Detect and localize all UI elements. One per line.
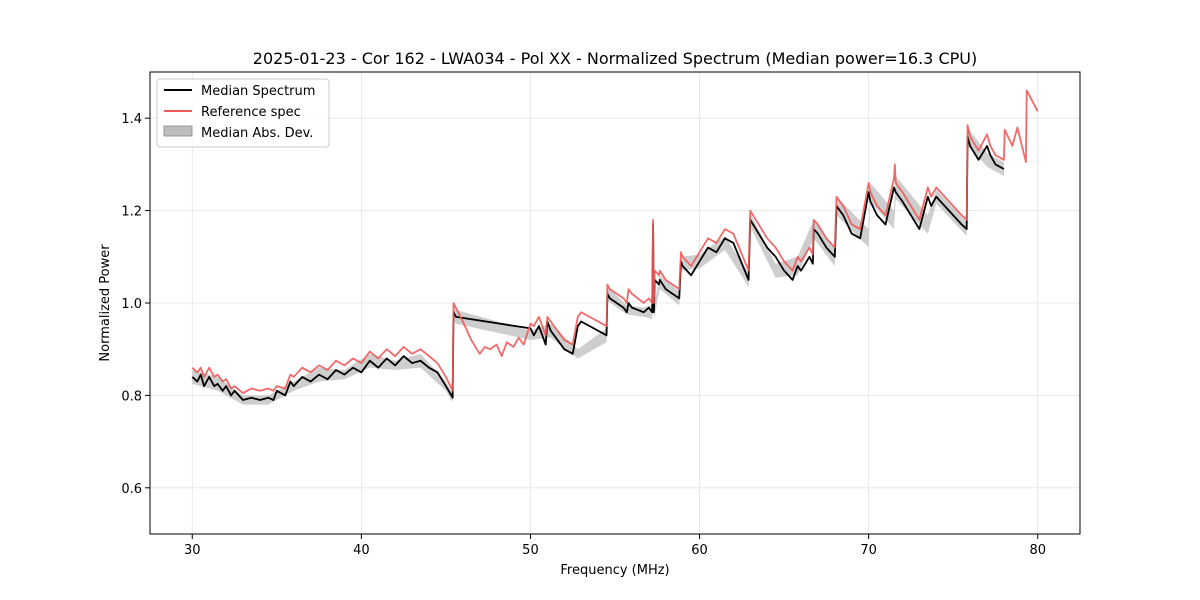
x-tick-label: 40 [353,543,370,558]
y-tick-label: 0.8 [121,389,142,404]
x-tick-label: 60 [691,543,708,558]
y-axis-ticks: 0.6 0.8 1.0 1.2 1.4 [121,112,150,497]
y-tick-label: 1.4 [121,112,142,127]
mad-band-layer [192,127,1004,405]
x-tick-label: 80 [1029,543,1046,558]
legend-swatch-mad [163,125,193,137]
x-tick-label: 50 [522,543,539,558]
x-axis-ticks: 30 40 50 60 70 80 [184,534,1046,558]
legend: Median Spectrum Reference spec Median Ab… [156,78,330,148]
y-tick-label: 1.2 [121,205,142,220]
legend-label-median: Median Spectrum [201,84,315,99]
median-spectrum-line [191,135,1005,401]
y-axis-label: Normalized Power [98,244,113,362]
legend-box [156,78,330,148]
y-tick-label: 0.6 [121,482,142,497]
x-axis-label: Frequency (MHz) [560,563,669,578]
chart-title: 2025-01-23 - Cor 162 - LWA034 - Pol XX -… [253,49,977,68]
reference-spec-line [191,89,1039,394]
y-tick-label: 1.0 [121,297,142,312]
mad-band [192,127,1004,405]
legend-label-mad: Median Abs. Dev. [201,126,313,141]
series-layer [191,89,1039,401]
legend-label-reference: Reference spec [201,105,301,120]
x-tick-label: 30 [184,543,201,558]
x-tick-label: 70 [860,543,877,558]
